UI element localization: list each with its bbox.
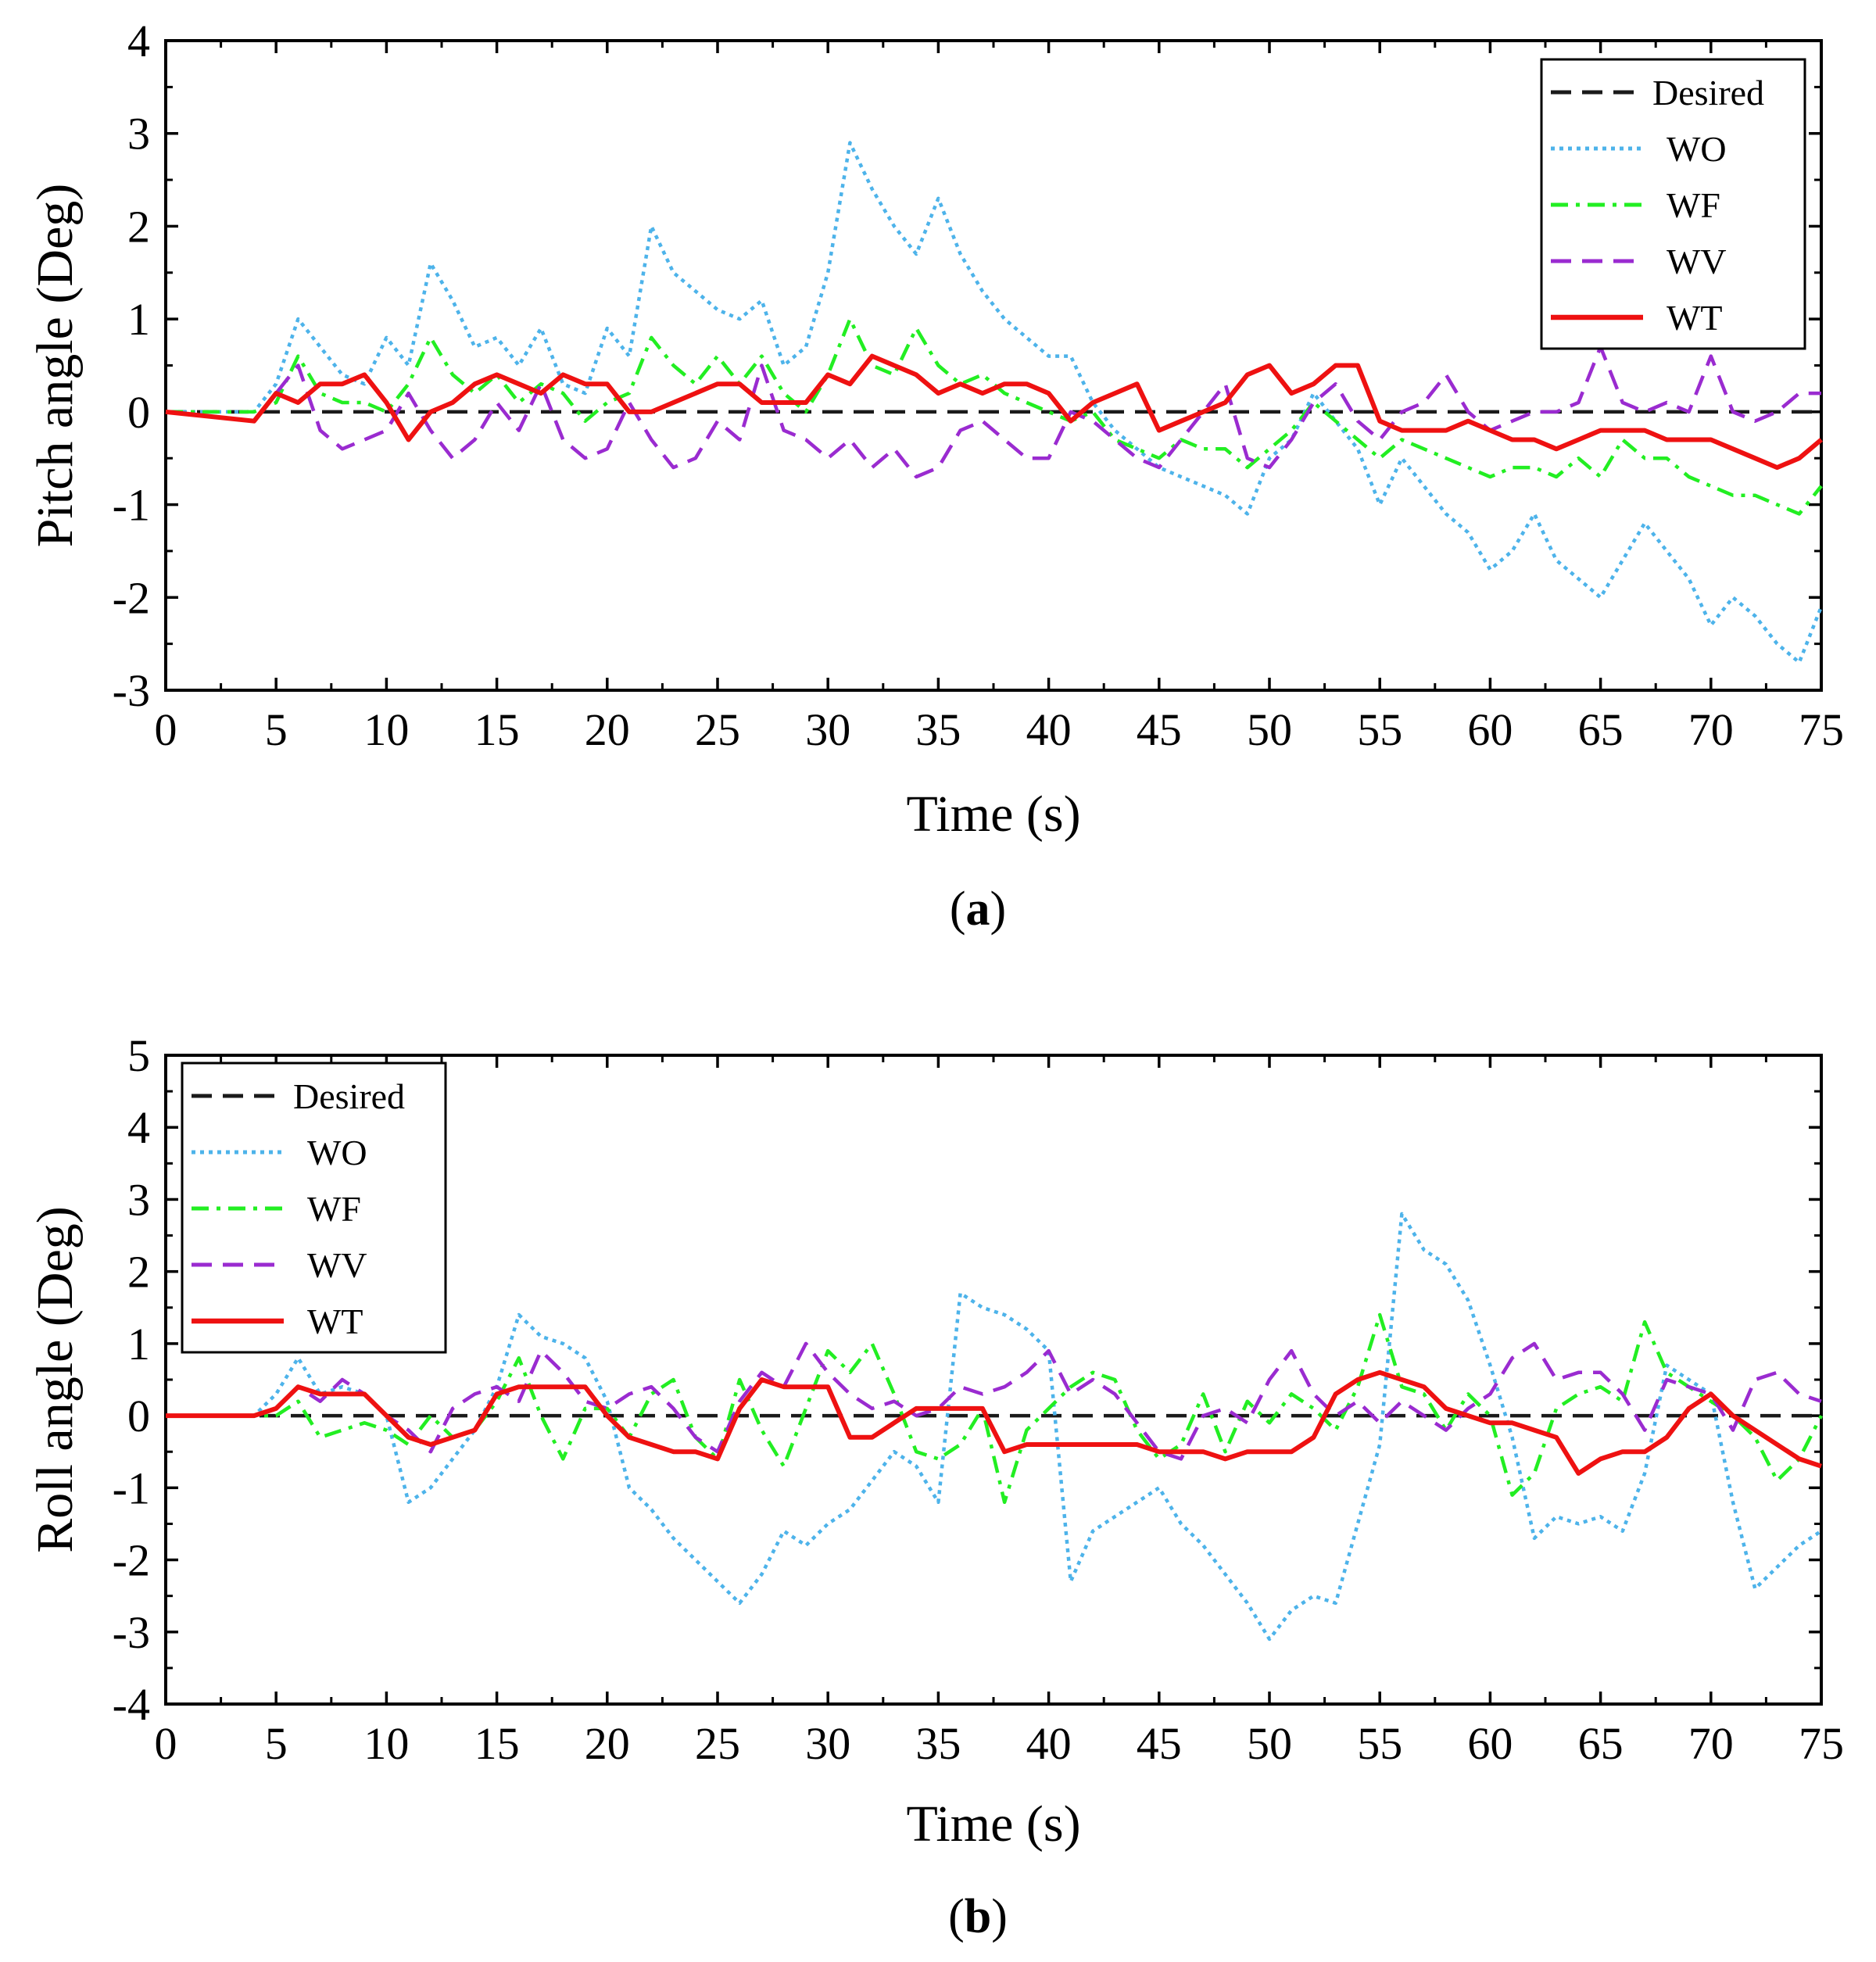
x-tick-label: 0 [155,704,177,755]
series-line-wv [165,345,1821,479]
series-line-wt [166,1369,1822,1476]
series-line-wt [165,353,1823,471]
legend-label-desired: Desired [1652,73,1764,113]
x-tick-label: 60 [1467,704,1513,755]
y-tick-label: -3 [113,1607,150,1658]
legend-label-wf: WF [1667,185,1720,225]
x-tick-label: 55 [1357,1718,1402,1769]
panel-label-letter: b [965,1890,991,1943]
panel-label-letter: a [966,883,990,936]
series-line-wf [166,1312,1824,1505]
x-tick-label: 70 [1688,1718,1734,1769]
legend-label-wo: WO [307,1133,367,1173]
series-line-wf [166,317,1823,516]
panel-b-roll-chart: 0 5 10 15 20 25 30 35 40 45 50 55 60 65 70 75-4-3-2-101… [27,1030,1844,1943]
x-tick-label: 15 [474,704,520,755]
panel-a-pitch-chart: 0 5 10 15 20 25 30 35 40 45 50 55 60 65 70 75 -3 -2 -1 0 1 2 3… [27,16,1844,936]
y-axis-title: Roll angle (Deg) [27,1206,84,1553]
x-tick-label: 30 [805,704,850,755]
legend: Desired WO WF WV WT [181,1062,447,1354]
x-tick-label: 0 [155,1718,177,1769]
legend-label-wf: WF [307,1189,361,1229]
x-tick-label: 10 [363,704,409,755]
y-tick-label: 3 [127,1174,150,1225]
x-tick-label: 25 [695,704,740,755]
y-tick-label: 4 [127,16,150,66]
panel-label-open: ( [948,1890,965,1943]
x-tick-label: 60 [1467,1718,1513,1769]
x-axis-title: Time (s) [906,786,1080,843]
y-tick-label: 5 [127,1030,150,1081]
x-tick-label: 10 [363,1718,409,1769]
x-tick-label: 75 [1799,1718,1844,1769]
legend-box [1540,58,1806,350]
y-tick-label: 0 [127,1391,150,1441]
x-tick-label: 15 [474,1718,520,1769]
x-tick-label: 65 [1578,1718,1624,1769]
x-axis-title: Time (s) [906,1796,1080,1853]
series-line-wv [166,1341,1822,1461]
y-tick-label: -3 [113,665,150,716]
x-tick-label: 75 [1799,704,1844,755]
x-tick-label: 35 [915,1718,961,1769]
panel-label-close: ) [990,883,1007,936]
legend-label-desired: Desired [293,1076,405,1116]
x-tick-label: 45 [1137,704,1182,755]
x-tick-label: 50 [1247,1718,1292,1769]
x-tick-label: 30 [805,1718,850,1769]
x-tick-label: 50 [1247,704,1292,755]
legend-label-wv: WV [307,1245,367,1285]
panel-label-close: ) [991,1890,1008,1943]
y-tick-label: -1 [113,1463,150,1513]
y-tick-label: 0 [127,387,150,438]
panel-label-open: ( [950,883,966,936]
x-tick-label: 25 [695,1718,740,1769]
x-tick-label: 55 [1357,704,1402,755]
x-tick-label: 20 [585,1718,630,1769]
x-tick-label: 20 [585,704,630,755]
legend-label-wt: WT [307,1301,363,1341]
x-tick-label: 35 [915,704,961,755]
legend-label-wo: WO [1667,129,1727,169]
y-tick-label: -4 [113,1679,150,1730]
x-tick-label: 45 [1137,1718,1182,1769]
x-tick-label: 70 [1688,704,1734,755]
y-tick-label: -2 [113,572,150,623]
x-tick-label: 40 [1026,704,1072,755]
legend: Desired WO WF WV WT [1540,58,1806,350]
x-tick-label: 5 [265,1718,288,1769]
panel-label: (a) [950,883,1006,936]
legend-label-wt: WT [1667,298,1723,338]
y-tick-label: -1 [113,480,150,531]
legend-box [181,1062,447,1354]
y-axis-title: Pitch angle (Deg) [27,184,84,548]
x-tick-label: 40 [1026,1718,1072,1769]
y-tick-label: -2 [113,1535,150,1586]
y-tick-label: 2 [127,1247,150,1298]
panel-label: (b) [948,1890,1008,1943]
y-tick-label: 4 [127,1102,150,1153]
y-tick-label: 3 [127,109,150,159]
y-tick-label: 1 [127,294,150,345]
x-tick-label: 5 [265,704,288,755]
x-tick-label: 65 [1578,704,1624,755]
y-tick-label: 2 [127,201,150,252]
y-tick-label: 1 [127,1319,150,1369]
legend-label-wv: WV [1667,242,1727,281]
